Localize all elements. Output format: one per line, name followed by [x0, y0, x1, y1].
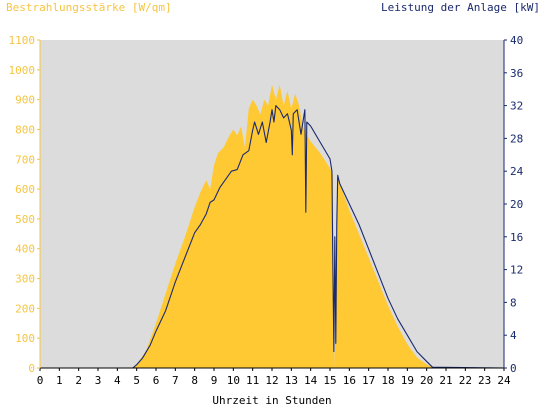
left-y-tick-label: 600	[15, 183, 35, 196]
right-y-tick-label: 20	[510, 198, 523, 211]
left-y-tick-label: 800	[15, 123, 35, 136]
x-tick-label: 15	[323, 374, 336, 387]
left-y-tick-label: 300	[15, 273, 35, 286]
x-tick-label: 23	[478, 374, 491, 387]
left-y-tick-label: 200	[15, 302, 35, 315]
x-tick-label: 17	[362, 374, 375, 387]
right-axis-title: Leistung der Anlage [kW]	[381, 1, 540, 14]
right-y-tick-label: 4	[510, 329, 517, 342]
right-y-tick-label: 36	[510, 67, 523, 80]
left-y-tick-label: 900	[15, 94, 35, 107]
x-tick-label: 24	[497, 374, 511, 387]
x-tick-label: 18	[381, 374, 394, 387]
left-y-tick-label: 500	[15, 213, 35, 226]
x-tick-label: 22	[459, 374, 472, 387]
x-tick-label: 6	[153, 374, 160, 387]
x-tick-label: 3	[95, 374, 102, 387]
x-tick-label: 5	[133, 374, 140, 387]
x-tick-label: 14	[304, 374, 318, 387]
right-y-tick-label: 40	[510, 34, 523, 47]
x-tick-label: 20	[420, 374, 433, 387]
left-y-tick-label: 0	[28, 362, 35, 375]
x-tick-label: 21	[439, 374, 452, 387]
x-axis-label: Uhrzeit in Stunden	[212, 394, 332, 407]
x-tick-label: 12	[265, 374, 278, 387]
x-tick-label: 19	[401, 374, 414, 387]
left-y-tick-label: 1100	[9, 34, 36, 47]
x-tick-label: 11	[246, 374, 259, 387]
left-axis-title: Bestrahlungsstärke [W/qm]	[6, 1, 172, 14]
series-power-line	[40, 105, 505, 369]
right-y-tick-label: 24	[510, 165, 524, 178]
x-tick-label: 1	[56, 374, 63, 387]
right-y-tick-label: 12	[510, 264, 523, 277]
x-tick-label: 10	[227, 374, 240, 387]
right-y-tick-label: 28	[510, 132, 523, 145]
right-y-tick-label: 8	[510, 296, 517, 309]
right-y-tick-label: 16	[510, 231, 523, 244]
right-y-tick-label: 32	[510, 100, 523, 113]
x-tick-label: 9	[211, 374, 218, 387]
left-y-tick-label: 1000	[9, 64, 36, 77]
series-irradiance-area	[40, 84, 504, 368]
x-tick-label: 4	[114, 374, 121, 387]
x-tick-label: 2	[75, 374, 82, 387]
left-y-tick-label: 700	[15, 153, 35, 166]
x-tick-label: 16	[343, 374, 356, 387]
x-tick-label: 13	[285, 374, 298, 387]
x-tick-label: 0	[37, 374, 44, 387]
x-tick-label: 8	[191, 374, 198, 387]
left-y-tick-label: 100	[15, 332, 35, 345]
x-tick-label: 7	[172, 374, 179, 387]
right-y-tick-label: 0	[510, 362, 517, 375]
left-y-tick-label: 400	[15, 243, 35, 256]
